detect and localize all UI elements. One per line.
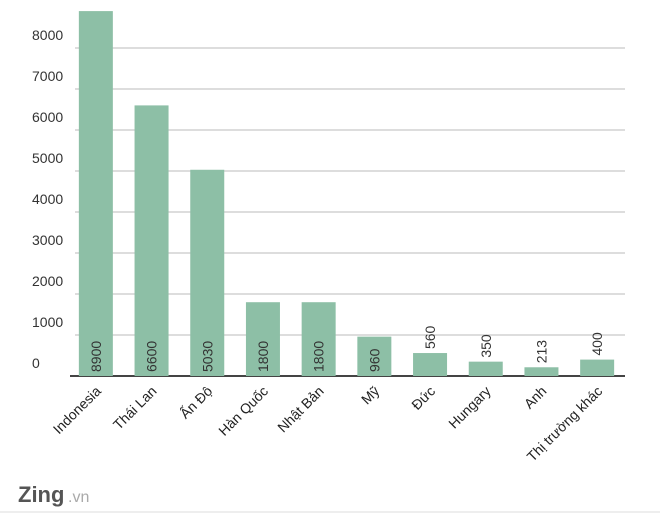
x-tick-label: Mỹ xyxy=(358,383,383,408)
x-tick-label: Thái Lan xyxy=(110,383,160,433)
bar xyxy=(190,169,225,376)
x-tick-label: Hàn Quốc xyxy=(215,383,271,439)
value-label: 350 xyxy=(478,334,494,358)
value-label: 960 xyxy=(366,348,382,372)
y-tick-label: 3000 xyxy=(32,232,63,248)
value-label: 1800 xyxy=(255,341,271,372)
value-label: 213 xyxy=(533,340,549,364)
bar xyxy=(301,302,336,376)
x-tick-label: Indonesia xyxy=(50,383,104,437)
x-tick-label: Anh xyxy=(521,383,550,412)
bar xyxy=(580,359,615,376)
y-tick-label: 5000 xyxy=(32,150,63,166)
bar xyxy=(468,361,503,376)
logo-name: Zing xyxy=(18,482,64,507)
bar xyxy=(413,353,448,376)
bar xyxy=(78,11,113,376)
x-tick-label: Nhật Bản xyxy=(274,383,327,436)
bar xyxy=(357,336,392,376)
y-tick-label: 0 xyxy=(32,355,40,371)
value-label: 1800 xyxy=(311,341,327,372)
x-tick-label: Đức xyxy=(408,383,438,413)
value-label: 560 xyxy=(422,325,438,349)
y-tick-label: 6000 xyxy=(32,109,63,125)
y-tick-label: 7000 xyxy=(32,68,63,84)
logo-suffix: .vn xyxy=(68,489,89,506)
value-label: 8900 xyxy=(88,341,104,372)
y-tick-label: 8000 xyxy=(32,27,63,43)
value-label: 6600 xyxy=(144,341,160,372)
bar xyxy=(134,105,169,377)
value-label: 5030 xyxy=(199,341,215,372)
x-tick-label: Hungary xyxy=(445,383,494,432)
value-label: 400 xyxy=(589,332,605,356)
bar xyxy=(524,367,559,376)
x-tick-label: Ấn Độ xyxy=(177,383,216,422)
y-tick-label: 4000 xyxy=(32,191,63,207)
y-tick-label: 2000 xyxy=(32,273,63,289)
bar xyxy=(245,302,280,376)
y-tick-label: 1000 xyxy=(32,314,63,330)
